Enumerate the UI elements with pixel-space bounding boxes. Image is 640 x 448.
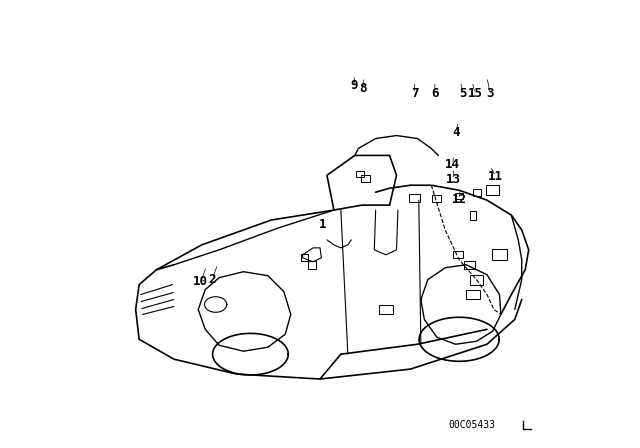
Text: 14: 14: [445, 158, 460, 171]
Bar: [453, 251, 463, 258]
Text: 12: 12: [451, 193, 467, 206]
Text: 2: 2: [209, 273, 216, 286]
Bar: [356, 171, 364, 177]
Text: 5: 5: [460, 87, 467, 100]
Bar: [455, 193, 463, 199]
Bar: [361, 175, 370, 181]
Bar: [409, 194, 420, 202]
Bar: [464, 261, 475, 269]
Text: 11: 11: [488, 170, 504, 183]
Bar: [470, 275, 483, 284]
Text: 7: 7: [411, 87, 418, 100]
Bar: [433, 194, 442, 202]
Bar: [380, 305, 393, 314]
Text: 4: 4: [452, 126, 460, 139]
Text: 00C05433: 00C05433: [448, 420, 495, 430]
Text: 9: 9: [351, 79, 358, 92]
Bar: [492, 249, 507, 260]
Bar: [308, 261, 316, 269]
Text: 8: 8: [360, 82, 367, 95]
Text: 1: 1: [319, 217, 326, 231]
Bar: [486, 185, 499, 195]
Bar: [301, 254, 308, 261]
Text: 15: 15: [467, 87, 483, 100]
Bar: [470, 211, 476, 220]
Bar: [467, 290, 480, 299]
Bar: [472, 189, 481, 195]
Text: 6: 6: [431, 87, 438, 100]
Text: 10: 10: [193, 276, 208, 289]
Text: 3: 3: [486, 87, 494, 100]
Text: 13: 13: [446, 173, 461, 186]
